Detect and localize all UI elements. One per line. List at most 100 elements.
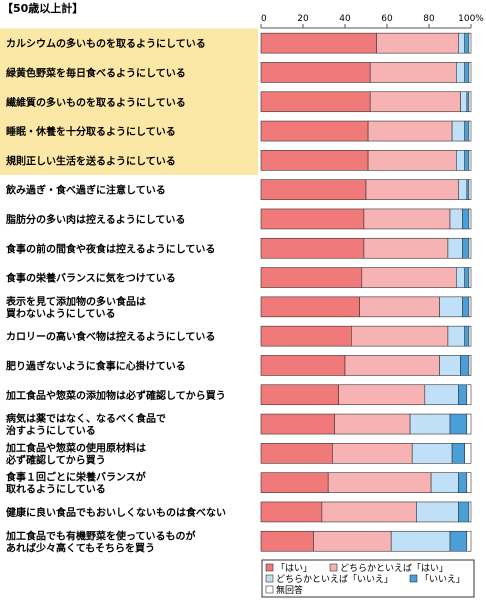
bar-segment-no <box>464 62 470 83</box>
bar-segment-somewhat-yes <box>369 91 461 113</box>
bar-segment-no <box>464 267 470 288</box>
bar-segment-yes <box>260 530 314 552</box>
bar-segment-no-answer <box>466 413 472 435</box>
bar-segment-somewhat-yes <box>363 237 449 259</box>
bar-segment-no <box>449 413 468 435</box>
bar-segment-yes <box>260 91 371 113</box>
bar-segment-yes <box>260 384 339 406</box>
category-label: あれば少々高くてもそちらを買う <box>6 541 155 554</box>
bar-segment-somewhat-yes <box>313 530 392 552</box>
legend-box <box>261 559 475 598</box>
bar-segment-no <box>464 120 470 142</box>
bar-segment-no-answer <box>468 208 472 230</box>
bar-segment-yes <box>260 120 369 142</box>
bar-segment-somewhat-no <box>455 267 465 288</box>
legend-label: 「いいえ」 <box>420 574 465 585</box>
bar-segment-yes <box>260 413 335 435</box>
bar-segment-somewhat-no <box>447 237 463 259</box>
bar-segment-yes <box>260 267 363 288</box>
bar-segment-no <box>451 443 466 464</box>
legend-swatch <box>265 563 274 572</box>
category-label: 加工食品や惣菜の添加物は必ず確認してから買う <box>5 389 226 402</box>
bar-segment-yes <box>260 443 333 464</box>
bar-segment-somewhat-yes <box>332 443 413 464</box>
bar-segment-somewhat-no <box>455 62 465 83</box>
bar-segment-yes <box>260 62 371 83</box>
bar-segment-no <box>464 32 470 54</box>
bar-segment-no-answer <box>468 179 472 200</box>
category-label: 病気は薬ではなく、なるべく食品で <box>6 412 166 425</box>
bar-segment-somewhat-no <box>460 91 468 113</box>
bar-segment-somewhat-no <box>458 32 465 54</box>
bar-segment-somewhat-yes <box>365 179 459 200</box>
chart-title: 【50歳以上計】 <box>2 1 83 15</box>
category-label: 加工食品や惣菜の使用原材料は <box>5 441 146 454</box>
legend-swatch <box>265 585 274 594</box>
x-tick-label: 20 <box>297 14 309 24</box>
bar-segment-no-answer <box>468 91 472 113</box>
legend-swatch <box>329 563 338 572</box>
bar-segment-no <box>460 355 470 376</box>
bar-segment-no-answer <box>468 62 472 83</box>
bar-segment-no <box>462 296 470 318</box>
bar-segment-yes <box>260 179 367 200</box>
bar-segment-no-answer <box>466 530 472 552</box>
bar-segment-no-answer <box>468 501 472 523</box>
bar-segment-yes <box>260 237 365 259</box>
bar-segment-no-answer <box>468 120 472 142</box>
category-label: 必ず確認してから買う <box>5 453 106 466</box>
bar-segment-somewhat-no <box>439 296 463 318</box>
bar-segment-yes <box>260 325 352 347</box>
x-tick-label: 0 <box>261 14 267 24</box>
bar-segment-no-answer <box>466 472 472 493</box>
bar-segment-no-answer <box>468 355 472 376</box>
x-tick-label: 60 <box>381 14 393 24</box>
bar-segment-somewhat-no <box>390 530 451 552</box>
bar-segment-yes <box>260 150 369 171</box>
bar-segment-no <box>462 208 470 230</box>
category-labels: カルシウムの多いものを取るようにしている緑黄色野菜を毎日食べるようにしている繊維… <box>5 37 226 554</box>
category-label: 表示を見て添加物の多い食品は <box>5 295 146 308</box>
bar-segment-somewhat-no <box>411 443 453 464</box>
bar-segment-no-answer <box>468 150 472 171</box>
legend-swatch <box>265 574 274 583</box>
category-label: 取れるようにしている <box>6 484 106 496</box>
bar-segment-somewhat-yes <box>359 296 440 318</box>
legend: 「はい」 どちらかといえば「はい」どちらかといえば「いいえ」 「いいえ」無回答 <box>261 559 475 598</box>
bar-segment-somewhat-no <box>449 208 463 230</box>
bar-segment-somewhat-yes <box>338 384 426 406</box>
category-label: 買わないようにしている <box>6 308 116 320</box>
category-label: 加工食品でも有機野菜を使っているものが <box>5 529 196 542</box>
highlight-band <box>0 28 258 175</box>
bar-segment-somewhat-no <box>451 120 466 142</box>
bar-segment-somewhat-no <box>416 501 459 523</box>
bar-segment-somewhat-yes <box>361 267 457 288</box>
highlight-band-rect <box>0 28 258 175</box>
bar-segment-somewhat-yes <box>376 32 459 54</box>
bar-segment-somewhat-yes <box>367 120 453 142</box>
bar-segment-yes <box>260 32 377 54</box>
bar-segment-somewhat-no <box>424 384 459 406</box>
x-tick-label: 80 <box>423 14 435 24</box>
bar-segment-no <box>466 91 470 113</box>
category-label: 飲み過ぎ・食べ過ぎに注意している <box>5 184 166 197</box>
category-label: 治すようにしている <box>6 424 96 437</box>
category-label: カロリーの高い食べ物は控えるようにしている <box>6 330 215 343</box>
x-tick-label: 40 <box>339 14 351 24</box>
legend-label: 無回答 <box>276 584 303 596</box>
category-label: 食事の前の間食や夜食は控えるようにしている <box>5 242 215 255</box>
bar-segment-somewhat-yes <box>344 355 440 376</box>
bar-segment-no <box>466 179 470 200</box>
x-tick-label: 100% <box>458 14 484 24</box>
category-label: 脂肪分の多い肉は控えるようにしている <box>5 213 185 226</box>
bar-segment-yes <box>260 208 365 230</box>
bar-segment-somewhat-yes <box>334 413 411 435</box>
bar-segment-no-answer <box>468 267 472 288</box>
bar-segment-yes <box>260 296 360 318</box>
category-label: 睡眠・休養を十分取るようにしている <box>6 125 176 138</box>
bar-segment-somewhat-no <box>455 150 465 171</box>
category-label: 健康に良い食品でもおいしくないものは食べない <box>6 506 226 519</box>
bar-segment-somewhat-yes <box>321 501 417 523</box>
bar-segment-no <box>449 530 468 552</box>
